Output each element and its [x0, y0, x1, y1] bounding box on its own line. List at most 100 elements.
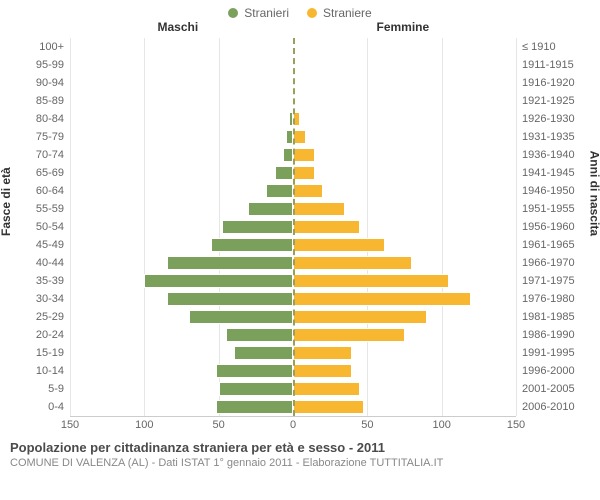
bar-male: [266, 184, 293, 198]
age-label: 25-29: [0, 311, 70, 323]
birth-year-label: 1951-1955: [516, 203, 600, 215]
birth-year-label: 2006-2010: [516, 401, 600, 413]
bar-male: [234, 346, 293, 360]
footer: Popolazione per cittadinanza straniera p…: [0, 434, 600, 469]
birth-year-label: 1966-1970: [516, 257, 600, 269]
pyramid-row: 55-59 1951-1955: [0, 200, 600, 218]
birth-year-label: 1991-1995: [516, 347, 600, 359]
legend: Stranieri Straniere: [0, 0, 600, 20]
pyramid-row: 60-641946-1950: [0, 182, 600, 200]
bar-male: [167, 292, 293, 306]
age-label: 20-24: [0, 329, 70, 341]
bar-female: [293, 256, 412, 270]
birth-year-label: 1996-2000: [516, 365, 600, 377]
legend-label-female: Straniere: [323, 6, 372, 20]
birth-year-label: 1971-1975: [516, 275, 600, 287]
bar-male: [216, 400, 293, 414]
age-label: 55-59: [0, 203, 70, 215]
bar-female: [293, 184, 323, 198]
bar-female: [293, 130, 306, 144]
pyramid-row: 45-49 1961-1965: [0, 236, 600, 254]
bar-male: [216, 364, 293, 378]
chart-title: Popolazione per cittadinanza straniera p…: [10, 440, 590, 455]
bar-male: [226, 328, 293, 342]
pyramid-row: 35-39 1971-1975: [0, 272, 600, 290]
age-label: 10-14: [0, 365, 70, 377]
age-label: 100+: [0, 41, 70, 53]
age-label: 65-69: [0, 167, 70, 179]
age-label: 40-44: [0, 257, 70, 269]
age-label: 30-34: [0, 293, 70, 305]
age-label: 95-99: [0, 59, 70, 71]
age-label: 75-79: [0, 131, 70, 143]
pyramid-row: 100+ ≤ 1910: [0, 38, 600, 56]
bar-male: [283, 148, 293, 162]
bar-female: [293, 238, 385, 252]
birth-year-label: ≤ 1910: [516, 41, 600, 53]
bar-female: [293, 202, 345, 216]
x-tick-label: 100: [135, 419, 153, 431]
birth-year-label: 1926-1930: [516, 113, 600, 125]
age-label: 15-19: [0, 347, 70, 359]
birth-year-label: 1931-1935: [516, 131, 600, 143]
x-tick-label: 150: [507, 419, 525, 431]
birth-year-label: 1976-1980: [516, 293, 600, 305]
pyramid-row: 80-84 1926-1930: [0, 110, 600, 128]
birth-year-label: 1961-1965: [516, 239, 600, 251]
age-label: 35-39: [0, 275, 70, 287]
bar-male: [222, 220, 293, 234]
bar-female: [293, 148, 315, 162]
age-label: 80-84: [0, 113, 70, 125]
x-tick-label: 50: [213, 419, 225, 431]
legend-label-male: Stranieri: [244, 6, 289, 20]
legend-swatch-male: [228, 8, 238, 18]
chart-subtitle: COMUNE DI VALENZA (AL) - Dati ISTAT 1° g…: [10, 457, 590, 469]
pyramid-row: 70-741936-1940: [0, 146, 600, 164]
age-label: 45-49: [0, 239, 70, 251]
header-female: Femmine: [377, 20, 430, 34]
header-male: Maschi: [158, 20, 199, 34]
pyramid-row: 40-44 1966-1970: [0, 254, 600, 272]
bar-male: [167, 256, 293, 270]
bar-male: [189, 310, 293, 324]
bar-male: [144, 274, 293, 288]
x-tick-label: 50: [361, 419, 373, 431]
x-tick-label: 0: [290, 419, 296, 431]
bar-female: [293, 346, 352, 360]
birth-year-label: 1981-1985: [516, 311, 600, 323]
birth-year-label: 1986-1990: [516, 329, 600, 341]
bar-female: [293, 292, 471, 306]
birth-year-label: 1916-1920: [516, 77, 600, 89]
bar-female: [293, 310, 427, 324]
pyramid-row: 75-79 1931-1935: [0, 128, 600, 146]
pyramid-row: 20-24 1986-1990: [0, 326, 600, 344]
legend-item-male: Stranieri: [228, 6, 289, 20]
age-label: 85-89: [0, 95, 70, 107]
bar-male: [248, 202, 293, 216]
center-line: [293, 38, 295, 416]
x-tick-label: 150: [61, 419, 79, 431]
pyramid-row: 65-69 1941-1945: [0, 164, 600, 182]
pyramid-row: 5-92001-2005: [0, 380, 600, 398]
birth-year-label: 1941-1945: [516, 167, 600, 179]
age-label: 70-74: [0, 149, 70, 161]
age-label: 50-54: [0, 221, 70, 233]
bar-female: [293, 400, 364, 414]
pyramid-row: 15-19 1991-1995: [0, 344, 600, 362]
pyramid-row: 90-941916-1920: [0, 74, 600, 92]
age-label: 60-64: [0, 185, 70, 197]
pyramid-row: 30-34 1976-1980: [0, 290, 600, 308]
x-axis-baseline: [70, 416, 516, 417]
x-tick-label: 100: [432, 419, 450, 431]
bar-female: [293, 328, 405, 342]
age-label: 0-4: [0, 401, 70, 413]
bar-male: [211, 238, 293, 252]
pyramid-row: 50-54 1956-1960: [0, 218, 600, 236]
pyramid-row: 85-891921-1925: [0, 92, 600, 110]
pyramid-row: 25-29 1981-1985: [0, 308, 600, 326]
pyramid-row: 0-4 2006-2010: [0, 398, 600, 416]
birth-year-label: 1911-1915: [516, 59, 600, 71]
bar-male: [286, 130, 293, 144]
bar-female: [293, 382, 360, 396]
birth-year-label: 1956-1960: [516, 221, 600, 233]
